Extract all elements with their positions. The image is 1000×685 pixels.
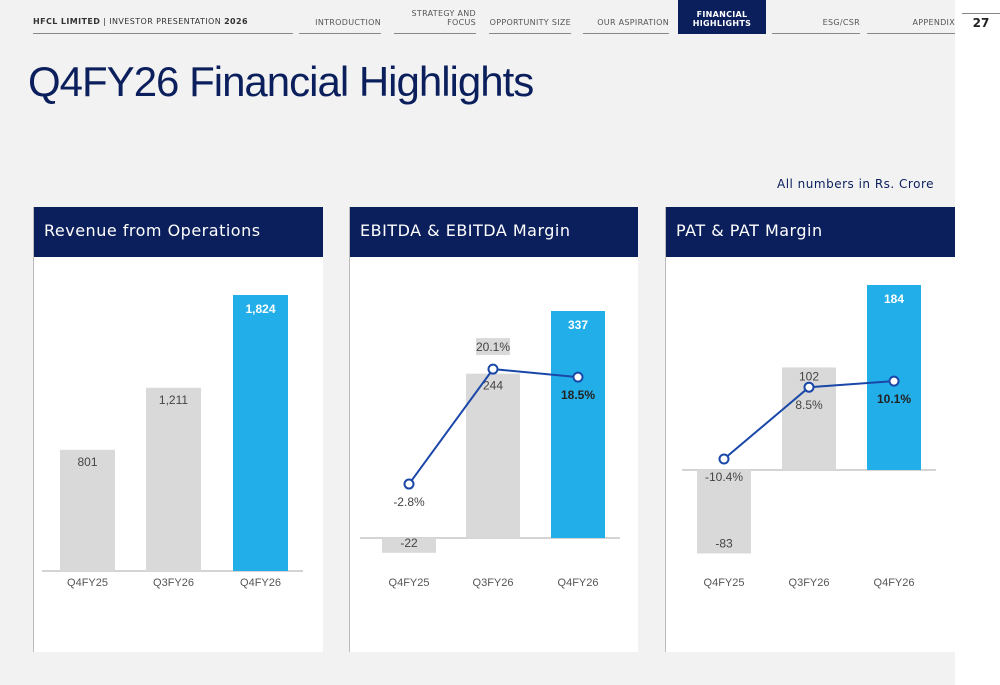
- margin-point: [572, 371, 584, 383]
- category-label: Q4FY25: [389, 577, 430, 589]
- page-number: 27: [962, 13, 1000, 30]
- bar-q4fy25: [697, 470, 751, 554]
- margin-label: 10.1%: [877, 392, 911, 406]
- category-label: Q4FY25: [704, 577, 745, 589]
- margin-point: [718, 453, 730, 465]
- value-label: 801: [77, 455, 97, 469]
- category-label: Q4FY25: [67, 577, 108, 589]
- nav-opportunity-size[interactable]: OPPORTUNITY SIZE: [489, 0, 571, 34]
- bar-q3fy26: [466, 373, 520, 538]
- margin-label: 8.5%: [795, 398, 823, 412]
- bar-q4fy26: [551, 311, 605, 538]
- nav-our-aspiration[interactable]: OUR ASPIRATION: [583, 0, 669, 34]
- value-label: 1,824: [245, 302, 275, 316]
- footer-band: [0, 652, 955, 685]
- margin-label: -2.8%: [393, 495, 425, 509]
- margin-point: [888, 375, 900, 387]
- brand: HFCL LIMITED | INVESTOR PRESENTATION 202…: [33, 17, 293, 34]
- margin-point: [403, 478, 415, 490]
- nav-appendix[interactable]: APPENDIX: [867, 0, 955, 34]
- margin-label: 20.1%: [476, 340, 510, 354]
- bar-q4fy25: [382, 538, 436, 553]
- margin-label: 18.5%: [561, 388, 595, 402]
- value-label: 184: [884, 292, 904, 306]
- category-label: Q4FY26: [874, 577, 915, 589]
- category-label: Q3FY26: [473, 577, 514, 589]
- margin-label-bg: [476, 338, 510, 356]
- bar-q4fy26: [233, 295, 288, 571]
- category-label: Q3FY26: [153, 577, 194, 589]
- nav-strategy-and-focus[interactable]: STRATEGY AND FOCUS: [394, 0, 476, 34]
- category-label: Q3FY26: [789, 577, 830, 589]
- panel-title: PAT & PAT Margin: [666, 207, 955, 257]
- nav-introduction[interactable]: INTRODUCTION: [299, 0, 381, 34]
- panel-title: Revenue from Operations: [34, 207, 323, 257]
- value-label: -83: [715, 536, 733, 550]
- category-label: Q4FY26: [558, 577, 599, 589]
- bar-q3fy26: [146, 387, 201, 571]
- nav-esg-csr[interactable]: ESG/CSR: [772, 0, 860, 34]
- units-note: All numbers in Rs. Crore: [776, 177, 934, 191]
- value-label: 337: [568, 318, 588, 332]
- page-title: Q4FY26 Financial Highlights: [28, 58, 534, 105]
- nav-financial-highlights[interactable]: FINANCIAL HIGHLIGHTS: [678, 0, 766, 34]
- value-label: -22: [400, 536, 418, 550]
- margin-point: [803, 381, 815, 393]
- margin-point: [487, 363, 499, 375]
- bar-q4fy25: [60, 449, 115, 571]
- category-label: Q4FY26: [240, 577, 281, 589]
- value-label: 244: [483, 379, 503, 393]
- value-label: 1,211: [159, 393, 188, 407]
- value-label: 102: [799, 369, 819, 383]
- margin-label: -10.4%: [705, 470, 743, 484]
- panel-title: EBITDA & EBITDA Margin: [350, 207, 638, 257]
